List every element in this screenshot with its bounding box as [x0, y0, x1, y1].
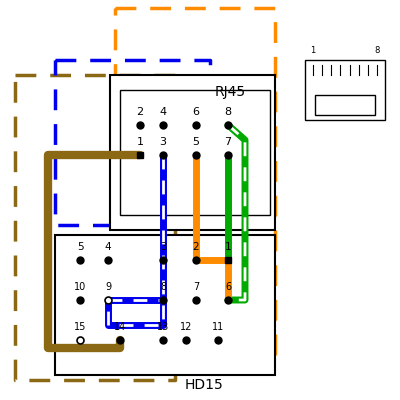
Text: 10: 10	[74, 282, 86, 292]
Text: 5: 5	[77, 242, 83, 252]
Text: 7: 7	[224, 137, 232, 147]
Text: 11: 11	[212, 322, 224, 332]
Text: 2: 2	[193, 242, 199, 252]
FancyBboxPatch shape	[55, 235, 275, 375]
Bar	[120, 90, 270, 215]
Text: 2: 2	[136, 107, 144, 117]
Text: 8: 8	[160, 282, 166, 292]
Text: 9: 9	[105, 282, 111, 292]
Bar	[110, 75, 275, 230]
Text: 13: 13	[157, 322, 169, 332]
Bar	[305, 60, 385, 120]
Text: 15: 15	[74, 322, 86, 332]
Text: 14: 14	[114, 322, 126, 332]
Text: 3: 3	[160, 137, 166, 147]
Text: HD15: HD15	[185, 378, 224, 392]
Text: 3: 3	[160, 242, 166, 252]
Text: 8: 8	[375, 46, 380, 55]
Text: 1: 1	[225, 242, 231, 252]
Text: 8: 8	[224, 107, 232, 117]
Text: 4: 4	[160, 107, 166, 117]
Bar	[315, 95, 375, 115]
Text: 7: 7	[193, 282, 199, 292]
Text: 5: 5	[192, 137, 200, 147]
Text: RJ45: RJ45	[215, 85, 246, 99]
Text: 1: 1	[136, 137, 144, 147]
Text: 1: 1	[310, 46, 315, 55]
Text: 6: 6	[192, 107, 200, 117]
Text: 12: 12	[180, 322, 192, 332]
Text: 6: 6	[225, 282, 231, 292]
Text: 4: 4	[105, 242, 111, 252]
